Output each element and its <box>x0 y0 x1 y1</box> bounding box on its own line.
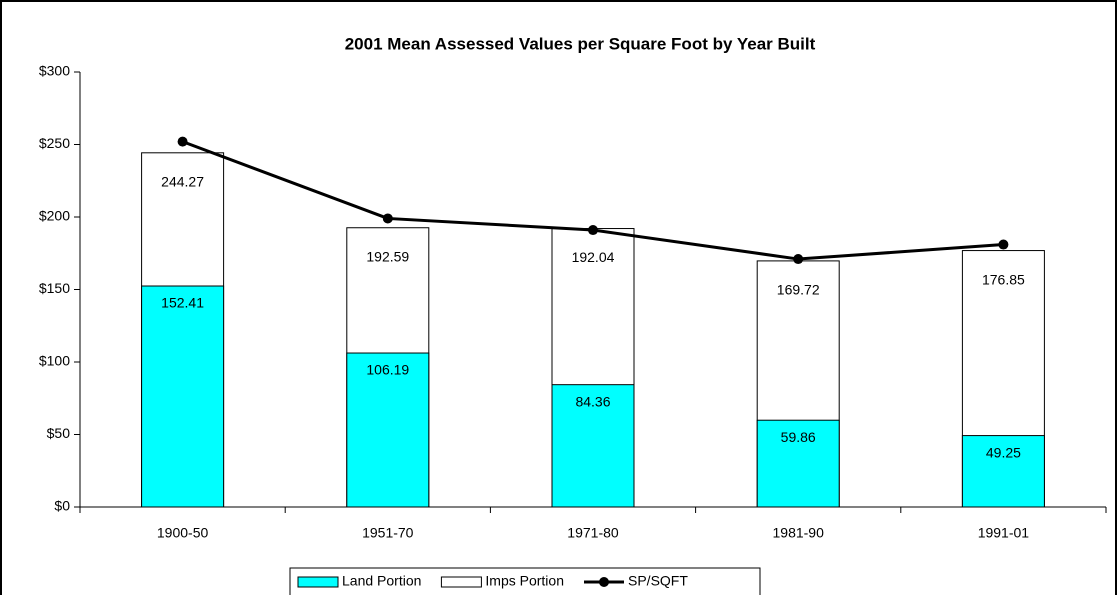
bar <box>141 285 225 508</box>
value-label: 192.59 <box>366 248 409 264</box>
legend-label: SP/SQFT <box>628 573 688 589</box>
legend-box <box>289 567 761 595</box>
value-label: 49.25 <box>986 444 1021 460</box>
value-label: 59.86 <box>781 429 816 445</box>
bar <box>551 384 635 508</box>
marker <box>793 254 804 265</box>
x-tick-label: 1951-70 <box>362 525 414 541</box>
x-tick-label: 1981-90 <box>773 525 825 541</box>
y-tick-label: $200 <box>39 208 70 224</box>
value-label: 169.72 <box>777 282 820 298</box>
x-tick-label: 1991-01 <box>978 525 1030 541</box>
value-label: 152.41 <box>161 295 204 311</box>
chart-title: 2001 Mean Assessed Values per Square Foo… <box>345 34 816 53</box>
y-tick-label: $150 <box>39 280 70 296</box>
bar <box>961 435 1045 508</box>
legend-label: Land Portion <box>342 573 421 589</box>
y-tick-label: $100 <box>39 353 70 369</box>
marker <box>998 239 1009 250</box>
x-tick-label: 1900-50 <box>157 525 209 541</box>
marker <box>382 213 393 224</box>
y-tick-label: $250 <box>39 135 70 151</box>
legend-swatch <box>297 576 339 588</box>
y-tick-label: $0 <box>54 498 70 514</box>
legend-swatch <box>599 577 609 587</box>
bar <box>346 352 430 508</box>
value-label: 176.85 <box>982 271 1025 287</box>
bar <box>756 419 840 508</box>
y-tick-label: $50 <box>47 425 71 441</box>
legend-label: Imps Portion <box>485 573 564 589</box>
y-tick-label: $300 <box>39 63 70 79</box>
marker <box>177 136 188 147</box>
value-label: 84.36 <box>575 393 610 409</box>
x-tick-label: 1971-80 <box>567 525 619 541</box>
legend-swatch <box>440 576 482 588</box>
value-label: 192.04 <box>572 249 615 265</box>
marker <box>588 225 598 236</box>
value-label: 244.27 <box>161 174 204 190</box>
value-label: 106.19 <box>366 362 409 378</box>
